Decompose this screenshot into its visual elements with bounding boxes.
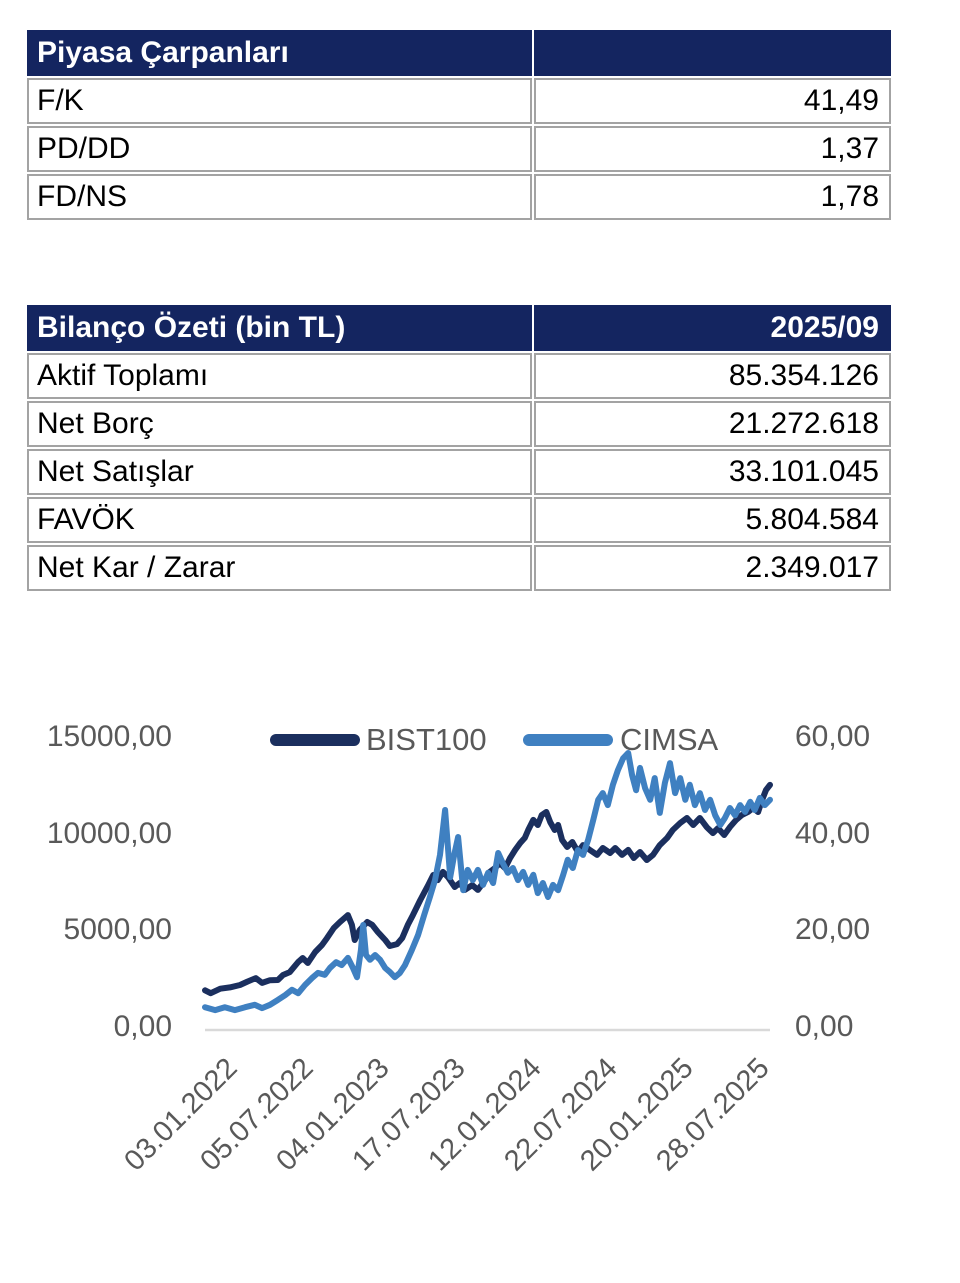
legend-label-bist100: BIST100 bbox=[366, 722, 487, 757]
right-axis-tick: 20,00 bbox=[795, 913, 871, 946]
right-axis-tick: 40,00 bbox=[795, 817, 871, 850]
row-label: FD/NS bbox=[27, 174, 532, 220]
table-row: FAVÖK 5.804.584 bbox=[27, 497, 891, 543]
left-axis-tick: 10000,00 bbox=[46, 817, 172, 850]
legend-swatch-cimsa bbox=[523, 734, 613, 746]
table-row: F/K 41,49 bbox=[27, 78, 891, 124]
row-label: Net Kar / Zarar bbox=[27, 545, 532, 591]
row-value: 41,49 bbox=[533, 78, 891, 124]
table-header-value bbox=[533, 30, 891, 76]
table-row: FD/NS 1,78 bbox=[27, 174, 891, 220]
table-header-row: Bilanço Özeti (bin TL) 2025/09 bbox=[27, 305, 891, 351]
row-label: FAVÖK bbox=[27, 497, 532, 543]
left-axis-tick: 0,00 bbox=[113, 1010, 172, 1043]
table-header-value: 2025/09 bbox=[533, 305, 891, 351]
market-multiples-table: Piyasa Çarpanları F/K 41,49 PD/DD 1,37 F… bbox=[25, 28, 893, 222]
right-axis-tick: 60,00 bbox=[795, 720, 871, 753]
row-label: PD/DD bbox=[27, 126, 532, 172]
chart-lines bbox=[202, 750, 773, 1014]
table-header-row: Piyasa Çarpanları bbox=[27, 30, 891, 76]
row-value: 1,37 bbox=[533, 126, 891, 172]
row-value: 21.272.618 bbox=[533, 401, 891, 447]
legend-swatch-bist100 bbox=[270, 734, 360, 746]
row-label: F/K bbox=[27, 78, 532, 124]
series-line-bist100 bbox=[202, 781, 773, 997]
right-axis-tick: 0,00 bbox=[795, 1010, 854, 1043]
table-title: Bilanço Özeti (bin TL) bbox=[27, 305, 532, 351]
table-row: Net Borç 21.272.618 bbox=[27, 401, 891, 447]
row-value: 2.349.017 bbox=[533, 545, 891, 591]
series-line-cimsa bbox=[202, 750, 773, 1014]
row-label: Aktif Toplamı bbox=[27, 353, 532, 399]
row-value: 1,78 bbox=[533, 174, 891, 220]
table-row: Net Satışlar 33.101.045 bbox=[27, 449, 891, 495]
table-row: Net Kar / Zarar 2.349.017 bbox=[27, 545, 891, 591]
table-title: Piyasa Çarpanları bbox=[27, 30, 532, 76]
table-row: PD/DD 1,37 bbox=[27, 126, 891, 172]
balance-sheet-summary-table: Bilanço Özeti (bin TL) 2025/09 Aktif Top… bbox=[25, 303, 893, 593]
left-axis-tick: 5000,00 bbox=[63, 913, 172, 946]
row-value: 33.101.045 bbox=[533, 449, 891, 495]
legend-label-cimsa: CIMSA bbox=[620, 722, 719, 757]
row-value: 85.354.126 bbox=[533, 353, 891, 399]
row-value: 5.804.584 bbox=[533, 497, 891, 543]
left-axis-tick: 15000,00 bbox=[46, 720, 172, 753]
row-label: Net Borç bbox=[27, 401, 532, 447]
table-row: Aktif Toplamı 85.354.126 bbox=[27, 353, 891, 399]
row-label: Net Satışlar bbox=[27, 449, 532, 495]
